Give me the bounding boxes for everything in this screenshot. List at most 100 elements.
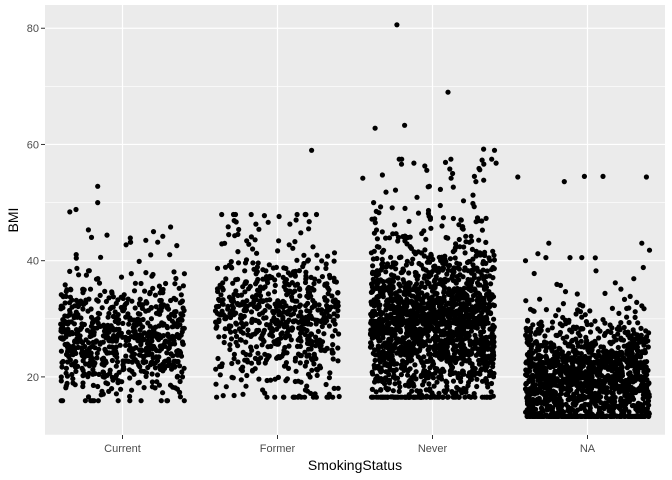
data-point (592, 413, 598, 419)
data-point (616, 310, 622, 316)
data-point (626, 409, 632, 415)
data-point (450, 378, 457, 384)
data-point (397, 384, 403, 390)
data-point (215, 303, 221, 310)
data-point (487, 303, 493, 309)
data-point (434, 323, 440, 329)
data-point (473, 340, 479, 346)
data-point (226, 232, 232, 238)
data-point (579, 314, 585, 320)
data-point (97, 341, 103, 347)
data-point (235, 292, 241, 299)
data-point (260, 267, 266, 273)
data-point (635, 320, 641, 326)
data-point (562, 364, 568, 370)
data-point (627, 397, 633, 403)
data-point (225, 303, 231, 309)
data-point (463, 292, 469, 298)
data-point (177, 316, 183, 322)
data-point (488, 389, 494, 395)
data-point (618, 398, 624, 404)
data-point (390, 260, 396, 266)
data-point (293, 368, 299, 374)
data-point (439, 254, 445, 260)
data-point (236, 226, 242, 233)
data-point (130, 328, 137, 334)
outlier-point (158, 398, 164, 404)
data-point (327, 370, 333, 376)
data-point (528, 388, 534, 394)
data-point (88, 357, 94, 363)
data-point (100, 355, 107, 361)
data-point (436, 390, 442, 396)
data-point (410, 256, 416, 262)
data-point (370, 288, 376, 294)
data-point (373, 272, 379, 278)
data-point (528, 363, 534, 369)
data-point (389, 356, 396, 362)
data-point (223, 276, 229, 282)
data-point (171, 269, 177, 275)
data-point (88, 323, 94, 329)
data-point (101, 362, 107, 368)
data-point (427, 394, 433, 400)
data-point (176, 363, 183, 369)
data-point (178, 311, 184, 317)
data-point (468, 394, 474, 400)
data-point (297, 343, 303, 349)
data-point (433, 297, 439, 303)
data-point (313, 321, 319, 327)
data-point (578, 325, 584, 332)
data-point (86, 345, 93, 351)
data-point (311, 302, 317, 308)
data-point (629, 351, 635, 357)
data-point (71, 321, 77, 327)
data-point (613, 362, 619, 368)
data-point (243, 339, 249, 345)
data-point (374, 236, 380, 242)
y-axis-title: BMI (5, 208, 21, 233)
data-point (319, 323, 325, 330)
data-point (444, 379, 450, 385)
data-point (545, 327, 551, 333)
data-point (618, 373, 624, 379)
data-point (172, 281, 178, 287)
data-point (611, 333, 617, 340)
data-point (59, 364, 65, 370)
data-point (621, 324, 627, 331)
data-point (457, 350, 463, 356)
data-point (409, 293, 415, 299)
data-point (579, 255, 585, 261)
outlier-point (104, 232, 110, 238)
data-point (540, 381, 546, 387)
data-point (228, 336, 235, 342)
data-point (289, 280, 295, 286)
data-point (371, 230, 377, 236)
data-point (395, 238, 401, 244)
data-point (253, 221, 259, 227)
data-point (581, 344, 587, 350)
data-point (291, 394, 297, 400)
data-point (572, 356, 578, 362)
data-point (247, 352, 253, 358)
data-point (319, 274, 325, 280)
data-point (310, 394, 316, 400)
data-point (384, 387, 391, 393)
data-point (233, 277, 239, 283)
outlier-point (422, 163, 428, 169)
data-point (134, 359, 140, 365)
outlier-point (371, 200, 377, 206)
data-point (490, 364, 496, 370)
data-point (474, 376, 480, 382)
data-point (440, 305, 446, 311)
data-point (404, 258, 410, 264)
data-point (378, 318, 384, 324)
data-point (120, 367, 126, 373)
data-point (137, 347, 143, 353)
data-point (67, 268, 73, 274)
data-point (578, 371, 584, 377)
data-point (462, 348, 468, 354)
data-point (407, 244, 413, 250)
data-point (545, 373, 551, 379)
data-point (612, 280, 618, 286)
